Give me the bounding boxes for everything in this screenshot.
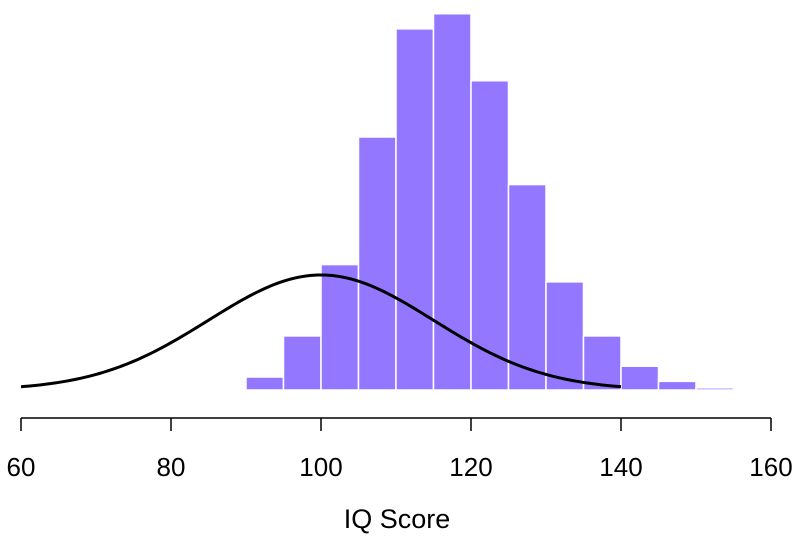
histogram-bar xyxy=(245,376,285,391)
histogram-bars xyxy=(245,12,735,391)
histogram-bar xyxy=(695,387,735,391)
x-tick-label: 160 xyxy=(749,452,792,482)
histogram-bar xyxy=(657,380,697,391)
normal-curve xyxy=(20,273,622,389)
histogram-bar xyxy=(357,136,397,391)
histogram-bar xyxy=(282,335,322,391)
x-tick-label: 140 xyxy=(599,452,642,482)
histogram-bar xyxy=(470,80,510,391)
histogram-bar xyxy=(507,183,547,391)
histogram-bar xyxy=(432,12,472,391)
histogram-bar xyxy=(320,263,360,391)
histogram-bar xyxy=(582,335,622,391)
histogram-bar xyxy=(545,281,585,391)
histogram-bar xyxy=(395,28,435,391)
x-axis: 60 80 100 120 140 160 xyxy=(7,417,793,482)
x-tick-label: 60 xyxy=(7,452,36,482)
x-tick-label: 80 xyxy=(157,452,186,482)
x-tick-label: 120 xyxy=(449,452,492,482)
histogram-bar xyxy=(620,365,660,391)
x-axis-title: IQ Score xyxy=(344,504,451,534)
x-axis-ticks: 60 80 100 120 140 160 xyxy=(7,418,793,482)
x-tick-label: 100 xyxy=(299,452,342,482)
